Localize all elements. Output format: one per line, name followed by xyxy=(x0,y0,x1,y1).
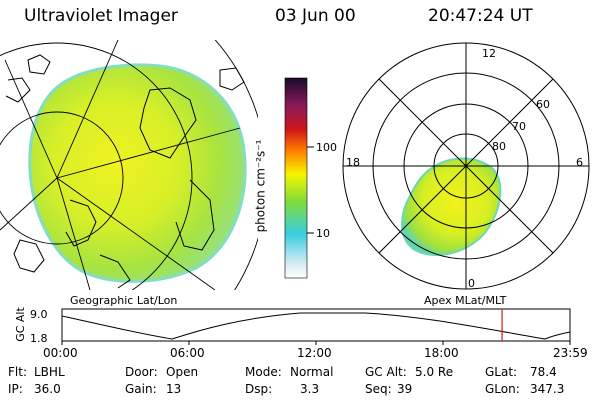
glat-label: GLat: xyxy=(485,365,518,379)
altitude-xtick-4: 23:59 xyxy=(553,346,588,360)
altitude-ytick-min: 1.8 xyxy=(30,332,48,345)
mlat-label-70: 70 xyxy=(512,120,526,133)
altitude-ylabel: GC Alt xyxy=(13,307,27,342)
altitude-ytick-max: 9.0 xyxy=(30,308,48,321)
mlt-label-0: 0 xyxy=(468,277,475,290)
ip-label: IP: xyxy=(8,382,23,396)
door-label: Door: xyxy=(125,365,158,379)
gcalt-label: GC Alt: xyxy=(365,365,407,379)
polar-plot xyxy=(342,42,590,290)
altitude-xtick-1: 06:00 xyxy=(170,346,205,360)
mode-label: Mode: xyxy=(245,365,282,379)
mlt-label-12: 12 xyxy=(482,47,496,60)
dsp-value: 3.3 xyxy=(300,382,320,396)
gain-value: 13 xyxy=(166,382,182,396)
geographic-image xyxy=(0,40,258,290)
date-label: 03 Jun 00 xyxy=(275,6,356,26)
dsp-label: Dsp: xyxy=(245,382,273,396)
glon-label: GLon: xyxy=(485,382,520,396)
mode-value: Normal xyxy=(290,365,334,379)
mlat-label-60: 60 xyxy=(536,98,550,111)
colorbar-tick-100: 100 xyxy=(316,141,337,154)
colorbar-unit-label: photon cm⁻²s⁻¹ xyxy=(253,139,268,233)
ip-value: 36.0 xyxy=(34,382,61,396)
altitude-xtick-0: 00:00 xyxy=(43,346,78,360)
gain-label: Gain: xyxy=(125,382,157,396)
glat-value: 78.4 xyxy=(530,365,557,379)
glon-value: 347.3 xyxy=(530,382,565,396)
mlt-label-18: 18 xyxy=(346,156,360,169)
seq-value: 39 xyxy=(397,382,413,396)
flt-label: Flt: xyxy=(8,365,27,379)
mlat-label-80: 80 xyxy=(492,140,506,153)
mlt-label-6: 6 xyxy=(576,156,583,169)
seq-label: Seq: xyxy=(365,382,392,396)
altitude-xtick-2: 12:00 xyxy=(297,346,332,360)
colorbar xyxy=(284,77,308,279)
door-value: Open xyxy=(166,365,199,379)
instrument-title: Ultraviolet Imager xyxy=(24,6,178,26)
geographic-caption: Geographic Lat/Lon xyxy=(70,294,178,307)
time-label: 20:47:24 UT xyxy=(428,6,533,26)
colorbar-tick-10: 10 xyxy=(316,227,330,240)
altitude-xtick-3: 18:00 xyxy=(424,346,459,360)
flt-value: LBHL xyxy=(34,365,65,379)
gcalt-value: 5.0 Re xyxy=(415,365,454,379)
polar-caption: Apex MLat/MLT xyxy=(424,294,507,307)
altitude-strip xyxy=(61,308,571,345)
